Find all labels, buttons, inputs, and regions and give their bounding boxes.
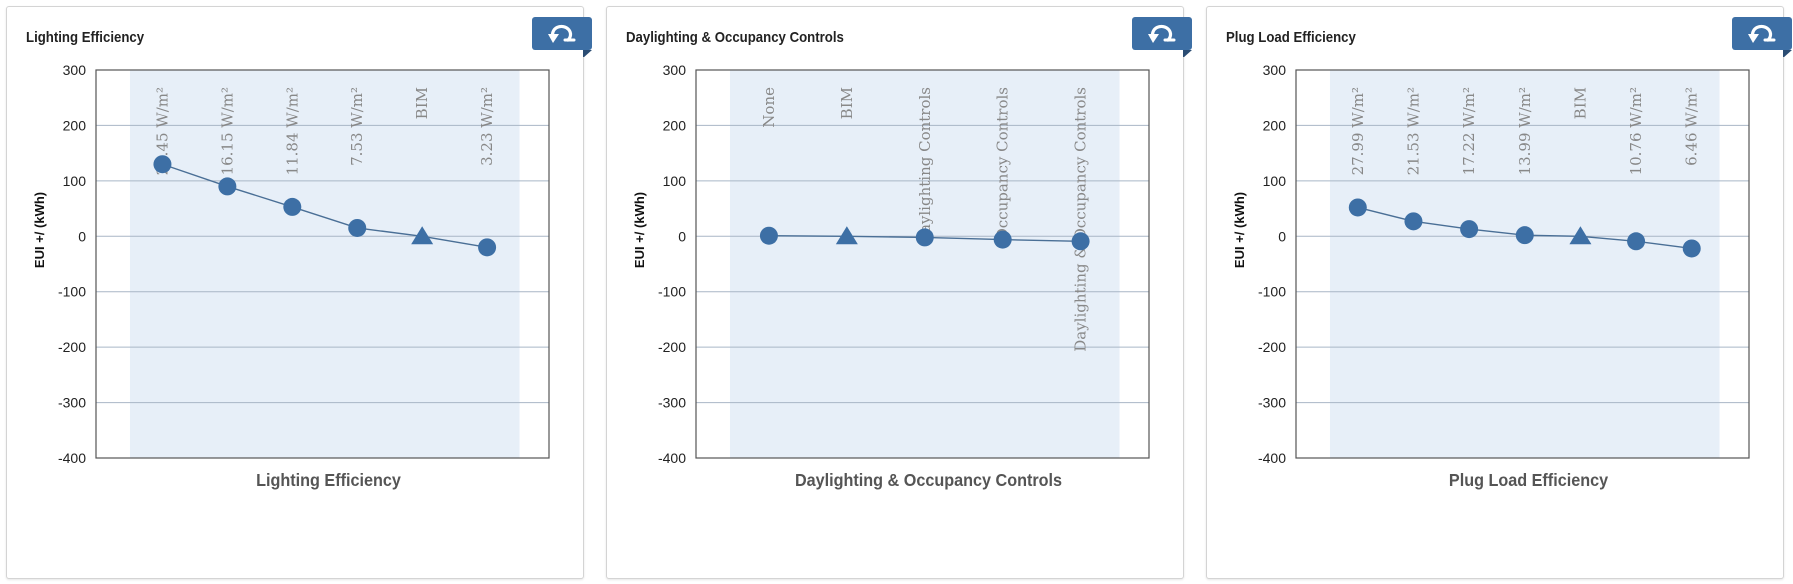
refresh-arrow-icon [1748, 24, 1776, 43]
data-point[interactable] [1348, 198, 1367, 217]
plot-frame [95, 69, 550, 459]
y-tick-label: -100 [58, 284, 86, 300]
y-tick-label: 300 [1263, 62, 1287, 78]
refresh-button[interactable] [532, 17, 592, 57]
y-tick-label: -200 [1258, 339, 1286, 355]
category-label: BIM [838, 87, 856, 119]
line-chart: 300 200 100 0 -100 -200 -300 -400 EUI +/ (kWh) Li… [32, 62, 550, 490]
data-point-triangle[interactable] [1569, 226, 1592, 245]
data-point[interactable] [1627, 232, 1646, 251]
data-point[interactable] [993, 230, 1012, 249]
category-label: BIM [1571, 87, 1589, 119]
y-tick-label: -400 [58, 450, 86, 466]
line-chart: 300 200 100 0 -100 -200 -300 -400 EUI +/ (kWh) Pl… [1232, 62, 1750, 490]
chart-card-title: Daylighting & Occupancy Controls [626, 29, 844, 46]
category-label: BIM [413, 87, 431, 119]
y-tick-label: -300 [658, 395, 686, 411]
category-label: 20.45 W/m² [153, 87, 171, 175]
ribbon-badge[interactable] [1732, 17, 1792, 57]
category-label: 17.22 W/m² [1460, 87, 1478, 175]
category-label: 3.23 W/m² [478, 87, 496, 166]
data-point[interactable] [1515, 226, 1534, 245]
data-point[interactable] [1460, 220, 1479, 239]
plot-band [729, 70, 1120, 458]
data-point[interactable] [759, 226, 778, 245]
y-tick-label: -400 [1258, 450, 1286, 466]
chart-card-plugload: Plug Load Efficiency 300 200 100 0 -100 -200 -… [1206, 6, 1792, 579]
refresh-button[interactable] [1132, 17, 1192, 57]
y-tick-label: 100 [663, 173, 687, 189]
y-axis-title: EUI +/ (kWh) [632, 192, 647, 268]
category-label: Occupancy Controls [994, 87, 1012, 241]
category-label: 10.76 W/m² [1627, 87, 1645, 175]
data-point[interactable] [348, 218, 367, 237]
chart-card-lighting: Lighting Efficiency 300 200 100 0 -100 -200 -3… [6, 6, 592, 579]
category-label: 6.46 W/m² [1683, 87, 1701, 166]
y-tick-label: -400 [658, 450, 686, 466]
y-tick-label: 200 [63, 117, 87, 133]
y-tick-label: 200 [1263, 117, 1287, 133]
plot-frame [1295, 69, 1750, 459]
refresh-button[interactable] [1732, 17, 1792, 57]
y-tick-label: 200 [663, 117, 687, 133]
y-tick-label: 300 [663, 62, 687, 78]
series-line [162, 163, 488, 249]
category-label: Daylighting & Occupancy Controls [1072, 87, 1090, 352]
ribbon-badge[interactable] [532, 17, 592, 57]
category-label: 27.99 W/m² [1349, 87, 1367, 175]
data-point[interactable] [1682, 239, 1701, 258]
y-tick-label: 100 [1263, 173, 1287, 189]
y-axis-title: EUI +/ (kWh) [1232, 192, 1247, 268]
chart-card-daylighting: Daylighting & Occupancy Controls 300 200 1… [606, 6, 1192, 579]
data-point[interactable] [1404, 212, 1423, 231]
category-label: 11.84 W/m² [283, 87, 301, 175]
data-point[interactable] [218, 177, 237, 196]
y-tick-label: -100 [658, 284, 686, 300]
ribbon-badge[interactable] [1132, 17, 1192, 57]
category-label: 21.53 W/m² [1404, 87, 1422, 175]
y-tick-label: -200 [58, 339, 86, 355]
y-tick-label: -100 [1258, 284, 1286, 300]
data-point[interactable] [283, 197, 302, 216]
category-label: 7.53 W/m² [348, 87, 366, 166]
y-tick-label: 0 [678, 228, 686, 244]
chart-card-title: Plug Load Efficiency [1226, 29, 1356, 46]
x-axis-title: Daylighting & Occupancy Controls [795, 470, 1062, 490]
y-tick-label: 100 [63, 173, 87, 189]
x-axis-title: Lighting Efficiency [256, 470, 401, 490]
y-tick-label: 300 [63, 62, 87, 78]
data-point-triangle[interactable] [411, 226, 434, 245]
plot-band [1329, 70, 1720, 458]
y-tick-label: -200 [658, 339, 686, 355]
x-axis-title: Plug Load Efficiency [1449, 470, 1609, 490]
category-label: Daylighting Controls [916, 87, 934, 245]
refresh-arrow-icon [548, 24, 576, 43]
plot-frame [695, 69, 1150, 459]
y-tick-label: 0 [1278, 228, 1286, 244]
category-label: 16.15 W/m² [218, 87, 236, 175]
chart-card-title: Lighting Efficiency [26, 29, 145, 46]
category-label: None [760, 87, 778, 128]
y-axis-title: EUI +/ (kWh) [32, 192, 47, 268]
line-chart: 300 200 100 0 -100 -200 -300 -400 EUI +/ (kWh) Da… [632, 62, 1150, 490]
y-tick-label: -300 [1258, 395, 1286, 411]
y-tick-label: 0 [78, 228, 86, 244]
data-point[interactable] [915, 228, 934, 247]
data-point[interactable] [478, 238, 497, 257]
plot-band [129, 70, 520, 458]
data-point-triangle[interactable] [835, 226, 858, 245]
category-label: 13.99 W/m² [1516, 87, 1534, 175]
data-point[interactable] [153, 155, 172, 174]
y-tick-label: -300 [58, 395, 86, 411]
data-point[interactable] [1071, 232, 1090, 251]
refresh-arrow-icon [1148, 24, 1176, 43]
